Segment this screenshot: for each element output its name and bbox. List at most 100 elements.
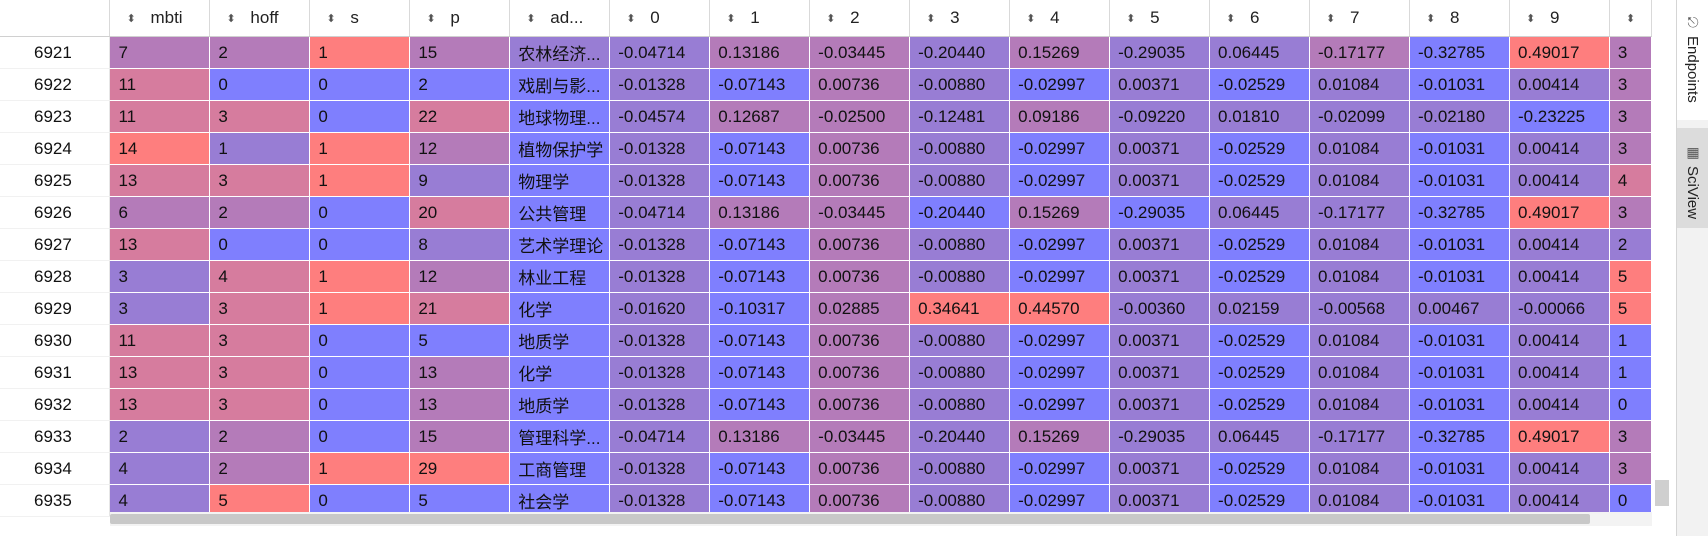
table-cell[interactable]: 0.01084 <box>1309 356 1410 389</box>
table-cell[interactable]: 29 <box>409 452 511 485</box>
table-cell[interactable]: 农林经济... <box>509 36 611 69</box>
table-cell[interactable]: -0.17177 <box>1309 36 1410 69</box>
table-cell[interactable]: 15 <box>409 36 511 69</box>
table-cell[interactable]: 0.00371 <box>1109 132 1211 165</box>
sort-icon[interactable]: ⬍ <box>326 13 336 26</box>
sort-icon[interactable]: ⬍ <box>1425 13 1436 26</box>
table-cell[interactable]: 0 <box>209 228 311 261</box>
table-cell[interactable]: 0.00736 <box>809 260 911 293</box>
table-cell[interactable]: -0.00568 <box>1309 292 1410 325</box>
table-cell[interactable]: -0.01328 <box>609 228 711 261</box>
table-cell[interactable]: 0.13186 <box>709 420 811 453</box>
table-cell[interactable]: 11 <box>109 100 211 133</box>
column-header[interactable]: ⬍ 7 <box>1309 0 1410 37</box>
sort-icon[interactable]: ⬍ <box>1226 13 1236 26</box>
table-cell[interactable]: 2 <box>409 68 511 101</box>
table-cell[interactable]: -0.01031 <box>1409 388 1510 421</box>
table-cell[interactable]: 0.15269 <box>1009 196 1111 229</box>
table-cell[interactable]: 0.00736 <box>809 356 911 389</box>
table-cell[interactable]: -0.01620 <box>609 292 711 325</box>
table-row[interactable]: 6924 14 1 1 12 植物保护学 -0.01328 -0.07143 0.00736 -0… <box>0 132 1652 165</box>
table-cell[interactable]: 0.09186 <box>1009 100 1111 133</box>
sort-icon[interactable]: ⬍ <box>526 13 536 26</box>
column-header[interactable]: ⬍ 6 <box>1209 0 1311 37</box>
table-cell[interactable]: 0.00414 <box>1509 228 1610 261</box>
table-cell[interactable]: 5 <box>1609 292 1652 325</box>
table-cell[interactable]: 3 <box>1609 452 1652 485</box>
column-header[interactable]: ⬍ s <box>309 0 411 37</box>
table-cell[interactable]: 物理学 <box>509 164 611 197</box>
table-cell[interactable]: -0.02997 <box>1009 356 1111 389</box>
table-cell[interactable]: 0.00736 <box>809 452 911 485</box>
table-cell[interactable]: 0 <box>309 324 411 357</box>
table-cell[interactable]: 0.00736 <box>809 164 911 197</box>
table-cell[interactable]: -0.10317 <box>709 292 811 325</box>
column-header[interactable]: ⬍ 5 <box>1109 0 1211 37</box>
table-row[interactable]: 6923 11 3 0 22 地球物理... -0.04574 0.12687 -0.02500… <box>0 100 1652 133</box>
column-header[interactable]: ⬍ ad... <box>509 0 611 37</box>
table-cell[interactable]: -0.07143 <box>709 164 811 197</box>
table-cell[interactable]: -0.01328 <box>609 452 711 485</box>
table-cell[interactable]: -0.17177 <box>1309 196 1410 229</box>
table-cell[interactable]: 0.06445 <box>1209 196 1311 229</box>
table-cell[interactable]: 0 <box>309 388 411 421</box>
table-cell[interactable]: -0.01031 <box>1409 356 1510 389</box>
table-cell[interactable]: -0.20440 <box>909 420 1011 453</box>
table-cell[interactable]: -0.29035 <box>1109 196 1211 229</box>
table-cell[interactable]: 3 <box>209 356 311 389</box>
table-cell[interactable]: -0.00880 <box>909 260 1011 293</box>
table-cell[interactable]: 0 <box>309 228 411 261</box>
table-row[interactable]: 6925 13 3 1 9 物理学 -0.01328 -0.07143 0.00736 -0.00… <box>0 164 1652 197</box>
table-cell[interactable]: 0.44570 <box>1009 292 1111 325</box>
table-cell[interactable]: -0.02529 <box>1209 324 1311 357</box>
table-cell[interactable]: -0.32785 <box>1409 196 1510 229</box>
table-row[interactable]: 6922 11 0 0 2 戏剧与影... -0.01328 -0.07143 0.00736-… <box>0 68 1652 101</box>
table-cell[interactable]: -0.02997 <box>1009 164 1111 197</box>
table-cell[interactable]: 0.00736 <box>809 228 911 261</box>
table-cell[interactable]: 0 <box>309 356 411 389</box>
table-cell[interactable]: -0.20440 <box>909 36 1011 69</box>
table-cell[interactable]: -0.02997 <box>1009 68 1111 101</box>
table-cell[interactable]: 地球物理... <box>509 100 611 133</box>
table-cell[interactable]: 0 <box>309 484 411 517</box>
table-cell[interactable]: 5 <box>209 484 311 517</box>
table-cell[interactable]: -0.29035 <box>1109 36 1211 69</box>
dataframe-grid[interactable]: ⬍ mbti ⬍ hoff ⬍ s ⬍ p ⬍ ad... ⬍ 0 ⬍ 1 ⬍ 2 ⬍ 3 ⬍ 4 ⬍ 5 ⬍ 6 ⬍ 7 ⬍ 8 ⬍ 9… <box>0 0 1652 536</box>
table-cell[interactable]: 地质学 <box>509 324 611 357</box>
table-cell[interactable]: -0.02997 <box>1009 260 1111 293</box>
table-cell[interactable]: -0.02529 <box>1209 356 1311 389</box>
table-cell[interactable]: 1 <box>309 292 411 325</box>
table-cell[interactable]: 0.00467 <box>1409 292 1510 325</box>
table-cell[interactable]: -0.01031 <box>1409 132 1510 165</box>
table-cell[interactable]: 0.06445 <box>1209 36 1311 69</box>
table-cell[interactable]: 2 <box>1609 228 1652 261</box>
table-cell[interactable]: -0.04714 <box>609 36 711 69</box>
column-header[interactable]: ⬍ mbti <box>109 0 211 37</box>
table-cell[interactable]: 1 <box>309 36 411 69</box>
horizontal-scrollbar-thumb[interactable] <box>110 514 1590 524</box>
table-cell[interactable]: 0.49017 <box>1509 36 1610 69</box>
table-cell[interactable]: 0.12687 <box>709 100 811 133</box>
table-cell[interactable]: -0.07143 <box>709 356 811 389</box>
table-cell[interactable]: -0.07143 <box>709 324 811 357</box>
table-cell[interactable]: 0.01084 <box>1309 484 1410 517</box>
table-cell[interactable]: -0.01031 <box>1409 228 1510 261</box>
table-cell[interactable]: -0.02997 <box>1009 132 1111 165</box>
table-cell[interactable]: 9 <box>409 164 511 197</box>
table-cell[interactable]: 0 <box>309 420 411 453</box>
table-cell[interactable]: 0 <box>309 196 411 229</box>
table-cell[interactable]: 化学 <box>509 292 611 325</box>
table-cell[interactable]: -0.07143 <box>709 484 811 517</box>
table-cell[interactable]: 4 <box>209 260 311 293</box>
table-cell[interactable]: 0.00414 <box>1509 388 1610 421</box>
table-cell[interactable]: 0.00414 <box>1509 164 1610 197</box>
table-cell[interactable]: 3 <box>209 292 311 325</box>
table-cell[interactable]: -0.02529 <box>1209 132 1311 165</box>
table-cell[interactable]: -0.01031 <box>1409 260 1510 293</box>
table-cell[interactable]: 艺术学理论 <box>509 228 611 261</box>
table-cell[interactable]: -0.07143 <box>709 68 811 101</box>
table-cell[interactable]: 1 <box>1609 324 1652 357</box>
table-cell[interactable]: 3 <box>209 164 311 197</box>
table-cell[interactable]: 0.00371 <box>1109 260 1211 293</box>
table-cell[interactable]: -0.04714 <box>609 420 711 453</box>
